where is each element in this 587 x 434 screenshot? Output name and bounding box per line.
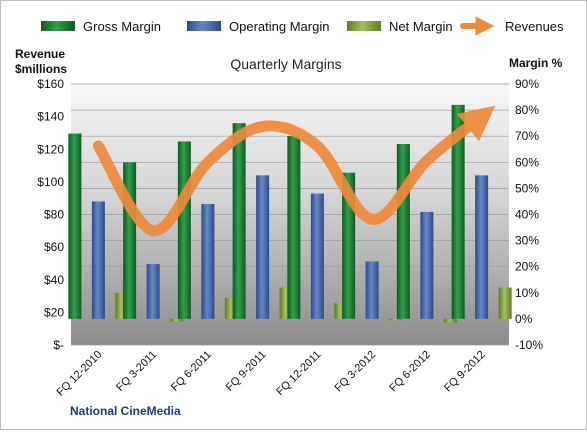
right-tick-label: 10% [515,286,539,300]
operating-margin-bar [146,264,160,319]
gross-margin-bar [68,133,82,319]
category-label: FQ 12-2011 [274,349,323,398]
left-tick-label: $60 [44,240,64,254]
operating-margin-bar [256,175,270,319]
operating-margin-bar [365,261,379,319]
legend-label: Net Margin [389,19,453,34]
operating-margin-bar [310,193,324,319]
left-tick-label: $100 [37,175,64,189]
net-margin-bar [498,287,512,319]
gross-margin-bar [232,123,246,319]
legend-label: Operating Margin [229,19,329,34]
right-tick-label: -10% [515,338,543,352]
legend-label: Revenues [505,19,564,34]
right-tick-label: 70% [515,129,539,143]
category-labels: FQ 12-2010 FQ 3-2011 FQ 6-2011 FQ 9-2011 FQ … [55,349,488,399]
left-tick-label: $- [53,338,64,352]
right-tick-label: 80% [515,103,539,117]
gross-margin-bar [123,162,137,319]
category-label: FQ 12-2010 [55,349,105,399]
right-tick-label: 60% [515,155,539,169]
footer-company-name: National CineMedia [70,404,181,418]
left-axis-label-line1: Revenue [15,47,65,61]
gross-margin-bar [396,144,410,319]
gross-margin-bar [451,104,465,319]
revenues-line-series [92,105,496,237]
left-tick-label: $120 [37,142,64,156]
category-label: FQ 6-2011 [169,349,214,394]
category-label: FQ 9-2011 [224,349,269,394]
gross-margin-bar [177,141,191,319]
right-tick-label: 40% [515,208,539,222]
net-margin-bar [443,318,457,323]
right-axis-ticks: -10% 0% 10% 20% 30% 40% 50% 60% 70% 80% 90% [515,77,543,352]
legend-swatch [41,21,75,31]
left-tick-label: $140 [37,110,64,124]
right-axis-label: Margin % [509,56,563,70]
revenues-line [92,105,496,237]
operating-margin-bar [201,204,215,319]
category-label: FQ 3-2011 [114,349,159,394]
left-tick-label: $40 [44,273,64,287]
category-label: FQ 9-2012 [442,349,488,395]
right-tick-label: 50% [515,181,539,195]
right-tick-label: 0% [515,312,533,326]
right-tick-label: 20% [515,260,539,274]
left-axis-ticks: $- $20 $40 $60 $80 $100 $120 $140 $160 [37,77,64,352]
bar-series [68,104,512,323]
left-axis-label-line2: $millions [15,62,67,76]
category-label: FQ 6-2012 [387,349,433,395]
right-tick-label: 30% [515,234,539,248]
left-tick-label: $160 [37,77,64,91]
legend: Gross Margin Operating Margin Net Margin Re… [41,16,564,36]
operating-margin-bar [91,201,105,319]
operating-margin-bar [420,211,434,319]
net-margin-bar [170,318,184,322]
right-tick-label: 90% [515,77,539,91]
gross-margin-bar [287,136,301,319]
left-tick-label: $80 [44,208,64,222]
net-margin-bar [389,318,403,321]
category-label: FQ 3-2012 [333,349,379,395]
operating-margin-bar [475,175,489,319]
chart-title: Quarterly Margins [230,56,341,72]
legend-label: Gross Margin [83,19,161,34]
legend-swatch [187,21,221,31]
legend-swatch [347,21,381,31]
left-tick-label: $20 [44,305,64,319]
